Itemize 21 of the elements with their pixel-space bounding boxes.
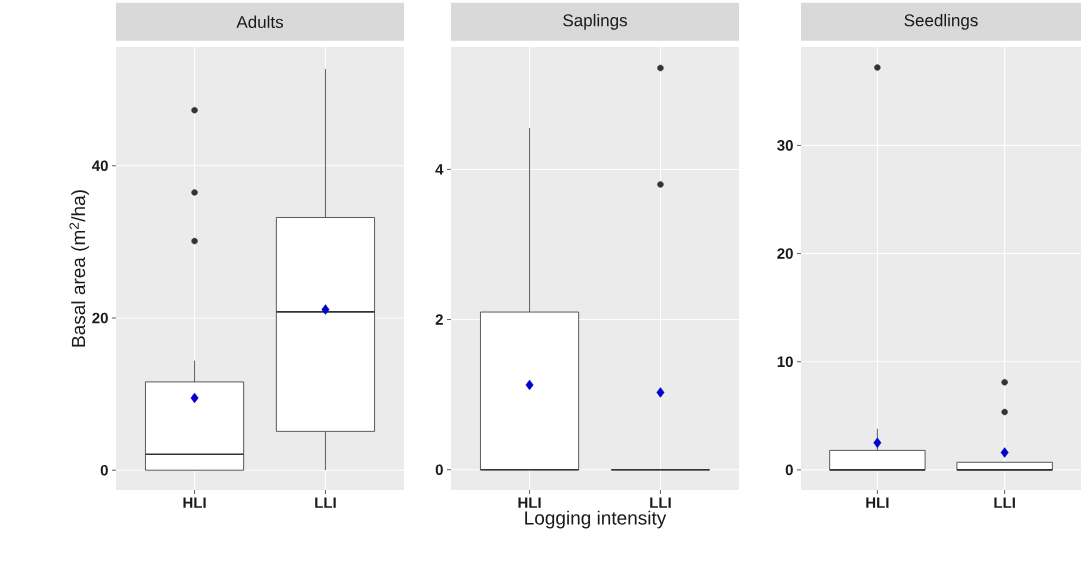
y-tick-label: 2 — [435, 314, 443, 325]
y-axis-title: Basal area (m$^{2}$/ha) — [69, 190, 89, 347]
x-tick-label: LLI — [994, 497, 1015, 508]
x-tick-label: HLI — [183, 497, 206, 508]
y-tick-label: 30 — [777, 140, 793, 151]
x-tick-label: HLI — [518, 497, 541, 508]
chart-title: Seedlings — [904, 13, 978, 30]
y-tick-label: 0 — [435, 464, 443, 476]
x-tick-label: HLI — [866, 497, 889, 508]
x-tick-label: LLI — [650, 497, 671, 508]
y-tick-label: 0 — [100, 464, 108, 476]
x-tick-label: LLI — [315, 497, 336, 508]
y-tick-label: 10 — [777, 356, 793, 368]
y-tick-label: 0 — [785, 464, 793, 476]
x-axis-title: Logging intensity — [525, 510, 667, 529]
y-tick-label: 40 — [92, 160, 108, 172]
chart-title: Saplings — [563, 13, 627, 30]
y-tick-label: 20 — [777, 248, 793, 259]
y-tick-label: 4 — [435, 164, 444, 175]
y-tick-label: 20 — [92, 312, 108, 324]
chart-title: Adults — [236, 15, 284, 29]
